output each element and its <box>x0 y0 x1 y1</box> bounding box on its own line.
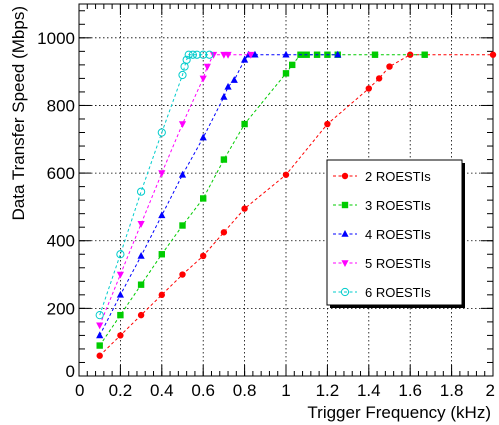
y-tick-label: 800 <box>47 96 75 115</box>
legend-label: 5 ROESTIs <box>365 256 431 271</box>
data-point <box>421 52 427 58</box>
x-tick-label: 0.8 <box>233 381 257 400</box>
data-point <box>376 75 382 81</box>
y-axis-label: Data Transfer Speed (Mbps) <box>9 6 28 220</box>
data-point <box>386 63 392 69</box>
x-tick-label: 1 <box>281 381 290 400</box>
x-tick-label: 1.8 <box>440 381 464 400</box>
data-point <box>117 312 123 318</box>
data-point <box>138 281 144 287</box>
data-point <box>324 121 330 127</box>
data-point <box>241 121 247 127</box>
data-point <box>241 205 247 211</box>
data-point <box>117 332 123 338</box>
y-tick-label: 200 <box>47 299 75 318</box>
legend-marker <box>342 173 348 179</box>
x-tick-label: 1.6 <box>398 381 422 400</box>
data-point <box>490 52 496 58</box>
data-point <box>221 156 227 162</box>
data-point <box>179 222 185 228</box>
legend-label: 6 ROESTIs <box>365 285 431 300</box>
data-point <box>159 251 165 257</box>
y-tick-label: 1000 <box>37 29 75 48</box>
data-point <box>200 253 206 259</box>
legend-label: 4 ROESTIs <box>365 227 431 242</box>
legend-label: 3 ROESTIs <box>365 198 431 213</box>
x-tick-label: 1.2 <box>316 381 340 400</box>
x-tick-label: 0.2 <box>109 381 133 400</box>
y-tick-label: 400 <box>47 232 75 251</box>
y-tick-label: 600 <box>47 164 75 183</box>
y-tick-label: 0 <box>66 362 75 381</box>
legend-label: 2 ROESTIs <box>365 169 431 184</box>
data-point <box>221 229 227 235</box>
legend: 2 ROESTIs 3 ROESTIs 4 ROESTIs 5 ROESTIs 6 RO… <box>327 160 465 308</box>
data-point <box>138 312 144 318</box>
data-point <box>97 353 103 359</box>
x-tick-label: 0.6 <box>191 381 215 400</box>
data-point <box>289 62 295 68</box>
legend-marker <box>342 202 348 208</box>
data-point <box>179 271 185 277</box>
data-point <box>372 52 378 58</box>
x-axis-label: Trigger Frequency (kHz) <box>307 403 491 422</box>
data-point <box>366 85 372 91</box>
data-point <box>200 195 206 201</box>
data-point <box>283 172 289 178</box>
data-point <box>97 342 103 348</box>
x-tick-label: 0.4 <box>150 381 174 400</box>
data-point <box>283 70 289 76</box>
x-tick-label: 2 <box>486 381 495 400</box>
x-tick-label: 1.4 <box>357 381 381 400</box>
x-tick-label: 0 <box>75 381 84 400</box>
data-point <box>159 292 165 298</box>
